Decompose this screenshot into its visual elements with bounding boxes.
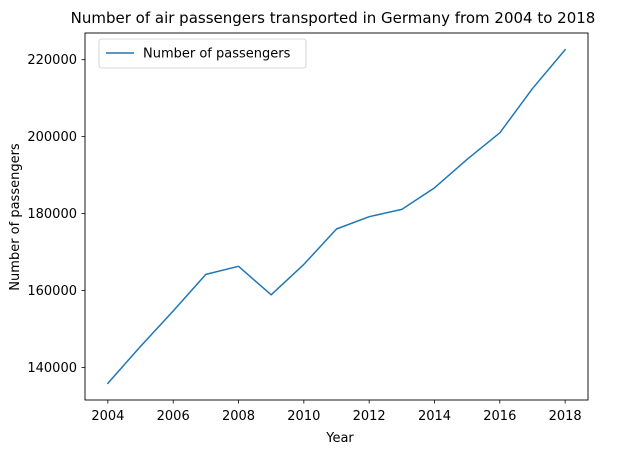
y-tick-label: 200000 (27, 130, 77, 145)
plot-area (84, 32, 589, 401)
x-axis-label: Year (325, 431, 354, 446)
x-tick-label: 2010 (287, 409, 320, 424)
chart-title: Number of air passengers transported in … (71, 9, 596, 27)
x-tick-label: 2004 (91, 409, 124, 424)
x-tick-label: 2014 (418, 409, 451, 424)
y-axis: 140000 160000 180000 200000 220000 (27, 53, 85, 376)
y-axis-label: Number of passengers (8, 143, 23, 291)
legend-box (98, 38, 307, 69)
y-tick-label: 180000 (27, 207, 77, 222)
series-line (106, 48, 567, 385)
x-axis: 2004 2006 2008 2010 2012 2014 2016 2018 (91, 400, 582, 424)
y-tick-label: 220000 (27, 53, 77, 68)
y-tick-label: 140000 (27, 361, 77, 376)
y-tick-label: 160000 (27, 284, 77, 299)
legend: Number of passengers (98, 38, 307, 69)
x-tick-label: 2006 (157, 409, 190, 424)
plot-frame (84, 32, 589, 401)
x-tick-label: 2018 (549, 409, 582, 424)
legend-label: Number of passengers (143, 47, 291, 62)
x-tick-label: 2016 (483, 409, 516, 424)
series-layer (106, 48, 567, 385)
x-tick-label: 2008 (222, 409, 255, 424)
x-tick-label: 2012 (353, 409, 386, 424)
